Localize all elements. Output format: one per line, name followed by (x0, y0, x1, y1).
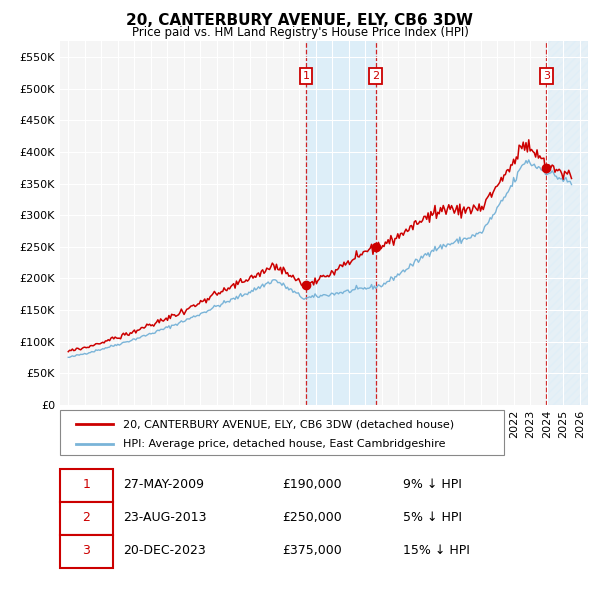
Text: 9% ↓ HPI: 9% ↓ HPI (403, 478, 462, 491)
Bar (546, 41, 588, 405)
FancyBboxPatch shape (60, 502, 113, 535)
Bar (306, 41, 376, 405)
FancyBboxPatch shape (60, 410, 503, 455)
Text: 3: 3 (82, 544, 91, 557)
Text: 5% ↓ HPI: 5% ↓ HPI (403, 511, 462, 524)
Text: 2: 2 (372, 71, 379, 81)
FancyBboxPatch shape (60, 535, 113, 568)
Text: 23-AUG-2013: 23-AUG-2013 (124, 511, 207, 524)
Text: HPI: Average price, detached house, East Cambridgeshire: HPI: Average price, detached house, East… (124, 439, 446, 449)
Text: 20-DEC-2023: 20-DEC-2023 (124, 544, 206, 557)
Text: 3: 3 (543, 71, 550, 81)
FancyBboxPatch shape (60, 469, 113, 502)
Text: 15% ↓ HPI: 15% ↓ HPI (403, 544, 470, 557)
Text: £250,000: £250,000 (282, 511, 341, 524)
Text: Price paid vs. HM Land Registry's House Price Index (HPI): Price paid vs. HM Land Registry's House … (131, 26, 469, 39)
Text: 1: 1 (302, 71, 310, 81)
Text: 2: 2 (82, 511, 91, 524)
Text: 27-MAY-2009: 27-MAY-2009 (124, 478, 205, 491)
Text: 20, CANTERBURY AVENUE, ELY, CB6 3DW (detached house): 20, CANTERBURY AVENUE, ELY, CB6 3DW (det… (124, 419, 454, 429)
Text: 20, CANTERBURY AVENUE, ELY, CB6 3DW: 20, CANTERBURY AVENUE, ELY, CB6 3DW (127, 13, 473, 28)
Text: £190,000: £190,000 (282, 478, 341, 491)
Text: 1: 1 (82, 478, 91, 491)
Text: £375,000: £375,000 (282, 544, 341, 557)
